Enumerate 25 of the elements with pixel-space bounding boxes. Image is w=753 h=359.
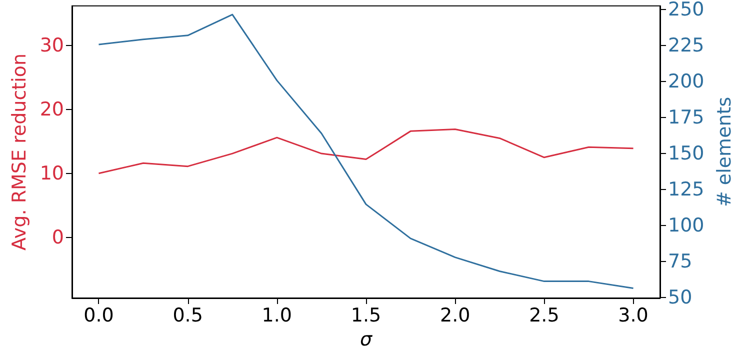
y2-tick-label: 125 [668, 178, 704, 200]
x-tick-label: 1.5 [350, 304, 382, 326]
y2-tick-label: 175 [668, 106, 704, 128]
x-tick-label: 0.5 [172, 304, 203, 326]
y2-tick-label: 200 [668, 70, 704, 92]
y-tick-label: 20 [40, 98, 64, 120]
x-tick-label: 2.0 [440, 304, 470, 326]
y-tick-label: 10 [40, 162, 64, 184]
line-series [98, 128, 634, 174]
y-tick-label: 30 [40, 34, 64, 57]
line-series [98, 14, 634, 289]
x-tick-label: 3.0 [618, 304, 648, 326]
y2-tick-label: 75 [668, 250, 692, 272]
x-tick-label: 2.5 [529, 304, 560, 326]
y2-axis-title: # elements [714, 96, 736, 208]
x-axis-title: σ [360, 328, 373, 350]
y-axis-title: Avg. RMSE reduction [8, 53, 30, 250]
x-tick-label: 1.0 [262, 304, 292, 326]
y2-tick-label: 100 [668, 214, 704, 236]
y-tick-label: 0 [52, 226, 64, 248]
y2-tick-label: 225 [668, 34, 704, 56]
x-tick-label: 0.0 [84, 304, 114, 326]
y2-tick-label: 250 [668, 0, 704, 20]
y2-tick-label: 150 [668, 142, 704, 164]
y2-tick-label: 50 [668, 286, 692, 308]
